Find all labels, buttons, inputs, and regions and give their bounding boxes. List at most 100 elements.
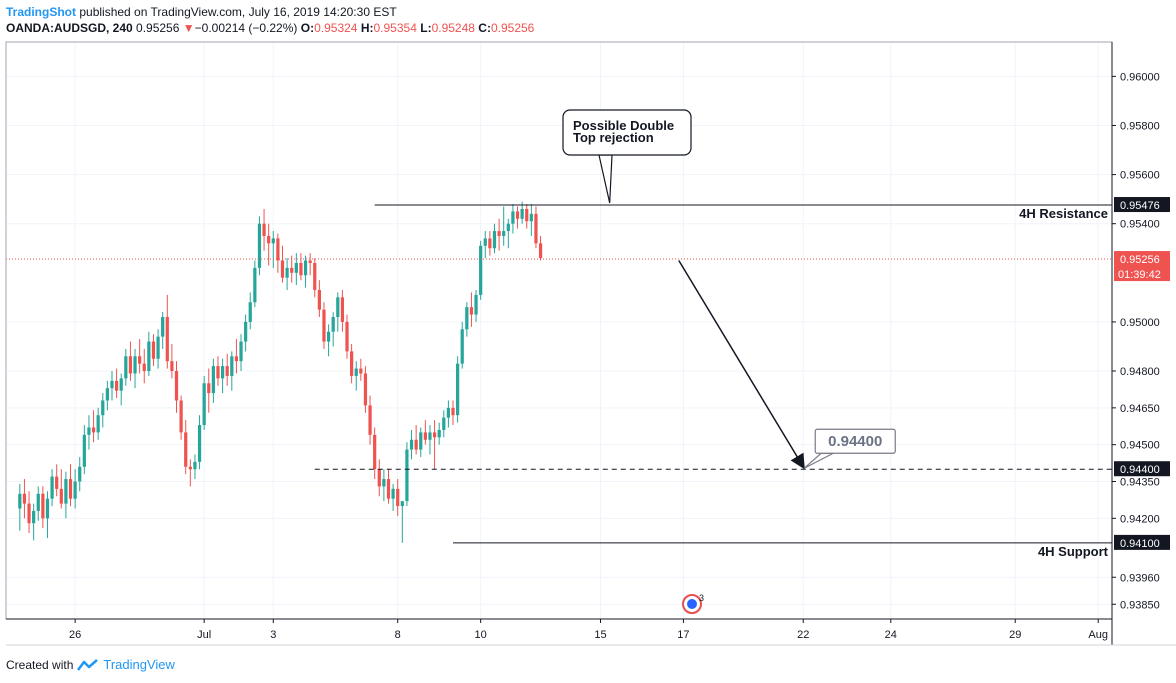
bullish-candle (511, 204, 515, 234)
candle-body (317, 289, 321, 310)
candle-body (336, 297, 340, 317)
candle-body (492, 231, 497, 249)
candle-body (520, 208, 524, 219)
double-top-callout[interactable]: Possible Double Top rejection (562, 109, 692, 204)
symbol-label[interactable]: OANDA:AUDSGD, 240 (6, 21, 133, 35)
candle-body (32, 510, 36, 524)
bullish-candle (285, 258, 289, 290)
bearish-candle (469, 292, 474, 327)
bearish-candle (280, 245, 285, 283)
candle-body (534, 213, 538, 244)
price-tick-label: 0.95600 (1120, 170, 1160, 182)
bearish-candle (313, 258, 317, 298)
close-label: C: (478, 21, 491, 35)
time-axis[interactable]: 26 Jul 3 8 10 15 17 22 24 29 Aug (69, 619, 1108, 641)
candle-body (239, 341, 243, 362)
bearish-candle (68, 464, 73, 507)
target-callout-box (814, 428, 896, 454)
bearish-candle (262, 208, 266, 251)
time-tick-label: Aug (1088, 629, 1108, 641)
bullish-candle (529, 204, 533, 236)
candle-body (456, 363, 460, 416)
candle-body (216, 366, 220, 379)
bullish-candle (502, 206, 506, 246)
tradingview-brand[interactable]: TradingView (103, 657, 175, 672)
bullish-candle (460, 321, 464, 369)
candle-body (442, 417, 446, 430)
bullish-candle (82, 425, 86, 475)
price-axis[interactable]: 0.96000 0.95800 0.95600 0.95400 0.95000 0.948… (1112, 71, 1160, 611)
price-tick-label: 0.95000 (1120, 317, 1160, 329)
chart-header: TradingShot published on TradingView.com… (6, 4, 534, 36)
header-line-1: TradingShot published on TradingView.com… (6, 4, 534, 20)
bullish-candle (193, 454, 197, 480)
bearish-candle (515, 206, 520, 229)
candle-body (220, 366, 225, 379)
bullish-candle (87, 415, 91, 450)
bearish-candle (363, 366, 368, 413)
candle-body (262, 223, 266, 236)
bearish-candle (138, 339, 142, 374)
candle-body (497, 231, 501, 236)
bullish-candle (161, 312, 165, 349)
candle-body (409, 439, 414, 450)
bearish-candle (396, 479, 400, 516)
candle-body (64, 479, 68, 504)
price-tick-label: 0.93960 (1120, 572, 1160, 584)
grid-lines (6, 42, 1112, 619)
author-name[interactable]: TradingShot (6, 5, 76, 19)
candle-body (414, 439, 418, 450)
candle-body (22, 493, 27, 504)
candle-body (179, 400, 183, 433)
current-price-tag (1114, 251, 1170, 282)
bearish-candle (359, 358, 363, 381)
candle-body (280, 260, 285, 278)
bullish-candle (294, 253, 298, 286)
candle-body (294, 262, 298, 273)
candle-body (257, 223, 262, 268)
bullish-candle (419, 427, 423, 457)
bullish-candle (64, 471, 68, 519)
candlestick-series (18, 201, 543, 543)
candle-body (350, 351, 354, 376)
flag-icon (687, 599, 697, 609)
bullish-candle (96, 407, 100, 440)
candle-body (377, 469, 381, 487)
bearish-candle (188, 459, 192, 487)
candle-body (419, 432, 423, 450)
candle-body (446, 407, 451, 418)
high-value: 0.95354 (373, 21, 417, 35)
low-value: 0.95248 (431, 21, 475, 35)
candle-body (105, 388, 109, 401)
low-label: L: (420, 21, 432, 35)
bearish-candle (151, 334, 156, 367)
candle-body (303, 260, 308, 276)
candle-body (207, 383, 211, 394)
bullish-candle (18, 483, 22, 531)
price-axis-labels: 0.95476 0.95256 01:39:42 0.94400 0.94100 (1114, 197, 1170, 550)
candle-body (18, 493, 22, 509)
projection-arrow[interactable] (678, 260, 805, 470)
bearish-candle (299, 253, 303, 281)
candle-body (391, 488, 395, 499)
event-badge[interactable]: 3 (682, 593, 704, 614)
candle-body (253, 267, 257, 303)
bullish-candle (409, 429, 414, 460)
candle-body (396, 488, 400, 507)
candle-body (68, 479, 73, 499)
price-change: −0.00214 (−0.22%) (194, 21, 298, 35)
candle-body (96, 415, 100, 433)
candle-body (276, 238, 280, 261)
bullish-candle (220, 358, 225, 394)
target-price-tag (1114, 461, 1170, 477)
time-tick-label: 3 (270, 629, 276, 641)
price-tick-label: 0.94350 (1120, 477, 1160, 489)
bullish-candle (474, 289, 478, 322)
bullish-candle (78, 456, 82, 492)
target-price-callout[interactable]: 0.94400 (803, 428, 896, 469)
bullish-candle (437, 422, 441, 445)
current-price-text: 0.95256 (1120, 254, 1160, 266)
bearish-candle (41, 486, 45, 529)
candle-body (432, 432, 437, 438)
